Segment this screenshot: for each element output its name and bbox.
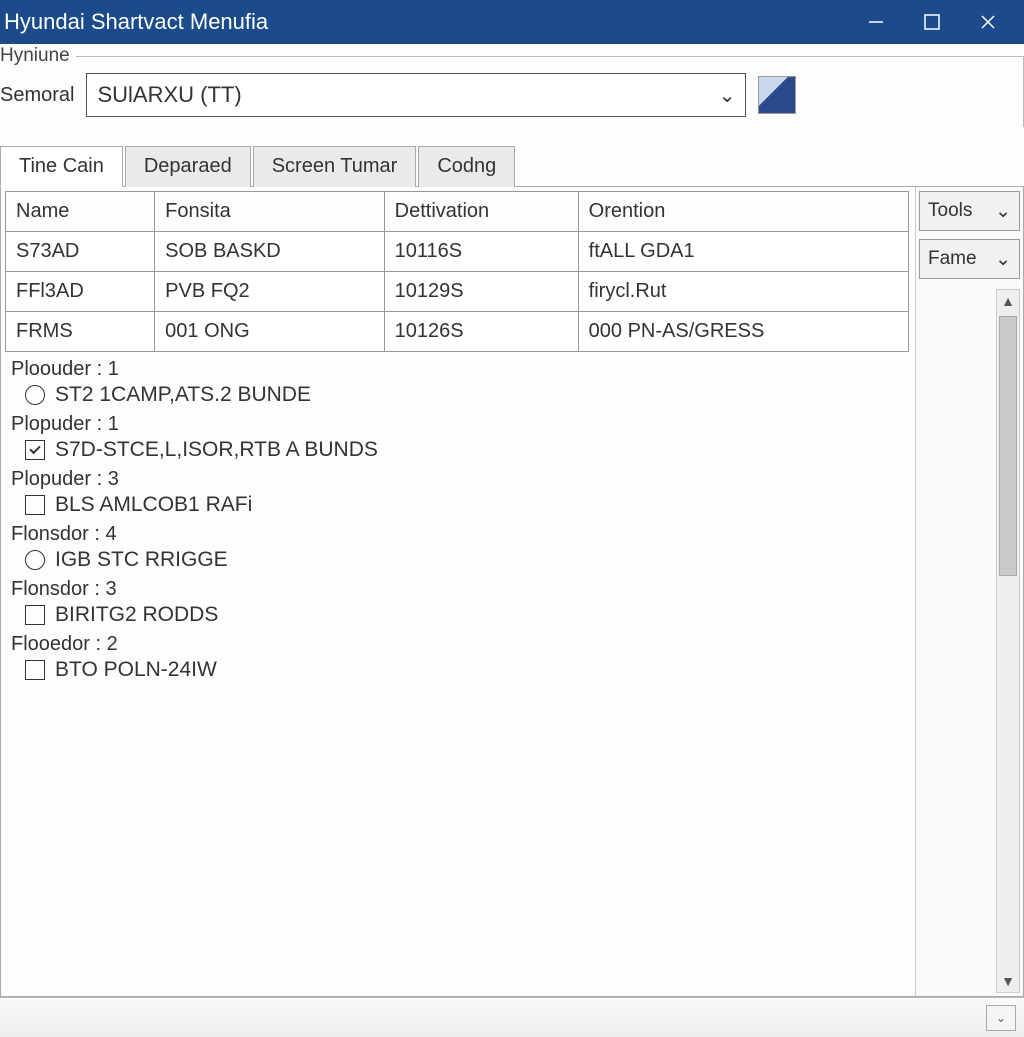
window-title: Hyundai Shartvact Menufia [4, 9, 848, 35]
minimize-button[interactable] [848, 0, 904, 44]
tab-codng[interactable]: Codng [418, 146, 515, 187]
tools-dropdown[interactable]: Tools ⌄ [919, 191, 1020, 231]
main-pane: Name Fonsita Dettivation Orention S73AD … [1, 187, 915, 996]
group-label: Flooedor : 2 [11, 633, 909, 656]
table-row[interactable]: FFl3AD PVB FQ2 10129S firycl.Rut [6, 272, 909, 312]
group-label: Flonsdor : 3 [11, 578, 909, 601]
select-value: SUlARXU (TT) [97, 82, 241, 108]
scroll-down-icon[interactable]: ▼ [997, 970, 1019, 992]
col-name[interactable]: Name [6, 192, 155, 232]
table-row[interactable]: FRMS 001 ONG 10126S 000 PN-AS/GRESS [6, 312, 909, 352]
titlebar: Hyundai Shartvact Menufia [0, 0, 1024, 44]
scroll-up-icon[interactable]: ▲ [997, 290, 1019, 312]
radio-icon[interactable] [25, 385, 45, 405]
tab-strip: Tine Cain Deparaed Screen Tumar Codng [0, 145, 1024, 187]
chevron-down-icon: ⌄ [995, 248, 1011, 271]
fame-dropdown[interactable]: Fame ⌄ [919, 239, 1020, 279]
list-item[interactable]: ST2 1CAMP,ATS.2 BUNDE [25, 383, 909, 407]
vertical-scrollbar[interactable]: ▲ ▼ [996, 289, 1020, 993]
group-label: Plopuder : 3 [11, 468, 909, 491]
list-item[interactable]: BTO POLN-24IW [25, 658, 909, 682]
list-item[interactable]: BIRITG2 RODDS [25, 603, 909, 627]
data-grid[interactable]: Name Fonsita Dettivation Orention S73AD … [5, 191, 909, 352]
scroll-thumb[interactable] [999, 316, 1017, 576]
radio-icon[interactable] [25, 550, 45, 570]
chevron-down-icon: ⌄ [719, 83, 736, 108]
tab-screen-tumar[interactable]: Screen Tumar [253, 146, 417, 187]
fieldset-legend: Hyniune [0, 45, 76, 67]
tab-deparaed[interactable]: Deparaed [125, 146, 251, 187]
status-dropdown[interactable]: ⌄ [986, 1005, 1016, 1031]
list-item[interactable]: IGB STC RRIGGE [25, 548, 909, 572]
list-area: Ploouder : 1 ST2 1CAMP,ATS.2 BUNDE Plopu… [5, 354, 909, 992]
list-item[interactable]: BLS AMLCOB1 RAFi [25, 493, 909, 517]
col-dettivation[interactable]: Dettivation [384, 192, 578, 232]
avatar-icon[interactable] [758, 76, 796, 114]
checkbox-icon[interactable] [25, 605, 45, 625]
checkbox-icon[interactable] [25, 440, 45, 460]
semoral-select[interactable]: SUlARXU (TT) ⌄ [86, 73, 746, 117]
header-fieldset: Hyniune Semoral SUlARXU (TT) ⌄ [0, 56, 1024, 127]
group-label: Ploouder : 1 [11, 358, 909, 381]
maximize-button[interactable] [904, 0, 960, 44]
table-row[interactable]: S73AD SOB BASKD 10116S ftALL GDA1 [6, 232, 909, 272]
select-label: Semoral [0, 84, 74, 107]
work-area: Name Fonsita Dettivation Orention S73AD … [0, 187, 1024, 997]
group-label: Flonsdor : 4 [11, 523, 909, 546]
tab-tine-cain[interactable]: Tine Cain [0, 146, 123, 187]
group-label: Plopuder : 1 [11, 413, 909, 436]
status-bar: ⌄ [0, 997, 1024, 1037]
checkbox-icon[interactable] [25, 660, 45, 680]
list-item[interactable]: S7D-STCE,L,ISOR,RTB A BUNDS [25, 438, 909, 462]
chevron-down-icon: ⌄ [995, 200, 1011, 223]
col-orention[interactable]: Orention [578, 192, 908, 232]
checkbox-icon[interactable] [25, 495, 45, 515]
side-pane: Tools ⌄ Fame ⌄ ▲ ▼ [915, 187, 1023, 996]
col-fonsita[interactable]: Fonsita [155, 192, 384, 232]
close-button[interactable] [960, 0, 1016, 44]
